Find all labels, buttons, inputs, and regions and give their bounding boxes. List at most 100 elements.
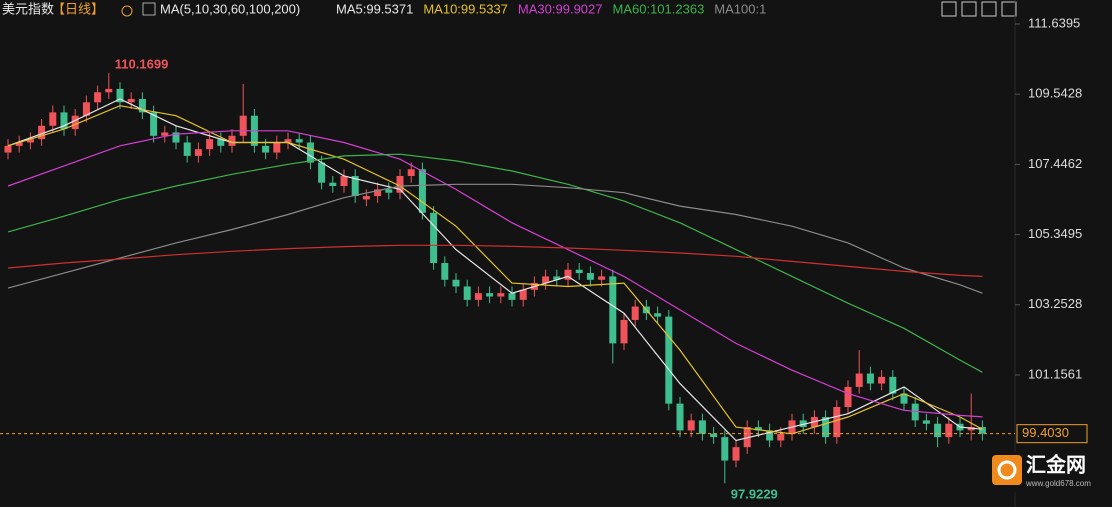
candle-body [598, 276, 606, 280]
candle-body [15, 142, 23, 146]
indicator-icon[interactable] [142, 2, 156, 16]
tool-button[interactable] [981, 1, 997, 17]
toolbar [941, 1, 1017, 17]
logo: 汇金网 www.gold678.com [990, 452, 1112, 492]
chart-title: 美元指数 [2, 1, 54, 16]
candle-body [799, 420, 807, 428]
tool-button[interactable] [1001, 1, 1017, 17]
candle-body [687, 420, 695, 431]
candle-body [911, 403, 919, 421]
candle-body [519, 289, 527, 300]
candle-body [866, 373, 874, 384]
candle-body [441, 263, 449, 280]
tool-button[interactable] [961, 1, 977, 17]
low-annotation: 97.9229 [731, 487, 778, 502]
candle-body [172, 132, 180, 143]
legend-entry: MA100:1 [714, 1, 766, 16]
candle-body [586, 273, 594, 280]
candle-body [206, 139, 214, 150]
ma-line [7, 183, 983, 294]
candle-body [407, 169, 415, 176]
candle-body [71, 115, 79, 130]
ma-line [7, 244, 983, 277]
tool-button[interactable] [941, 1, 957, 17]
candle-body [228, 135, 236, 146]
y-tick-label: 101.1561 [1028, 366, 1082, 381]
period-label[interactable]: 【日线】 [52, 1, 104, 16]
candle-body [732, 447, 740, 461]
candle-body [262, 145, 270, 153]
candle-body [26, 139, 34, 143]
candle-body [665, 316, 673, 404]
y-tick-label: 107.4462 [1028, 156, 1082, 171]
candle-body [318, 162, 326, 183]
candle-body [284, 139, 292, 143]
candle-body [855, 373, 863, 387]
price-box [1016, 424, 1088, 444]
candle-body [239, 115, 247, 136]
legend-entry: MA60:101.2363 [613, 1, 705, 16]
candle-body [105, 88, 113, 93]
candle-body [60, 112, 68, 130]
candle-body [194, 149, 202, 156]
candle-body [833, 406, 841, 438]
candle-body [900, 393, 908, 404]
candle-body [844, 386, 852, 407]
legend-entry: MA5:99.5371 [336, 1, 413, 16]
candle-body [430, 212, 438, 264]
legend: MA5:99.5371 MA10:99.5337 MA30:99.9027 MA60:… [336, 1, 766, 16]
legend-entry: MA30:99.9027 [518, 1, 603, 16]
candle-body [273, 142, 281, 153]
y-tick-label: 103.2528 [1028, 296, 1082, 311]
candle-body [654, 313, 662, 317]
candle-body [777, 433, 785, 441]
candle-body [82, 102, 90, 116]
candle-body [508, 293, 516, 300]
candle-body [754, 427, 762, 431]
candle-body [609, 276, 617, 344]
candle-body [340, 175, 348, 187]
candle-body [463, 286, 471, 300]
candle-body [362, 196, 370, 200]
ma-line [7, 153, 983, 373]
candle-body [217, 139, 225, 146]
candle-body [542, 276, 550, 284]
candle-body [329, 182, 337, 187]
plot-area: 111.6395 109.5428 107.4462 105.3495 103.2528… [0, 15, 1088, 502]
ma-label[interactable]: MA(5,10,30,60,100,200) [160, 1, 300, 16]
candle-body [396, 175, 404, 193]
candle-body [676, 403, 684, 431]
candle-body [631, 306, 639, 320]
header: 美元指数 【日线】 MA(5,10,30,60,100,200) MA5:99.… [2, 1, 1017, 17]
candle-body [161, 132, 169, 136]
candle-body [922, 420, 930, 424]
ma-line [7, 130, 983, 418]
logo-url: www.gold678.com [1025, 479, 1091, 488]
candle-body [183, 142, 191, 156]
candle-body [743, 427, 751, 448]
candle-body [945, 423, 953, 438]
price-label: 99.4030 [1022, 425, 1069, 440]
candle-body [374, 189, 382, 197]
candle-body [575, 269, 583, 274]
candle-body [94, 92, 102, 103]
candle-body [721, 437, 729, 461]
candle-body [889, 376, 897, 394]
candle-body [452, 279, 460, 287]
candle-body [418, 169, 426, 213]
logo-icon-mark [997, 460, 1017, 480]
candle-body [934, 423, 942, 438]
period-toggle[interactable] [121, 5, 133, 17]
candle-body [486, 293, 494, 297]
candle-body [49, 112, 57, 126]
y-tick-label: 111.6395 [1028, 15, 1080, 30]
candle-body [38, 125, 46, 140]
candle-body [553, 276, 561, 280]
candle-body [474, 293, 482, 300]
candle-body [306, 142, 314, 163]
candle-body [620, 319, 628, 344]
candle-body [127, 98, 135, 103]
legend-entry: MA10:99.5337 [423, 1, 508, 16]
